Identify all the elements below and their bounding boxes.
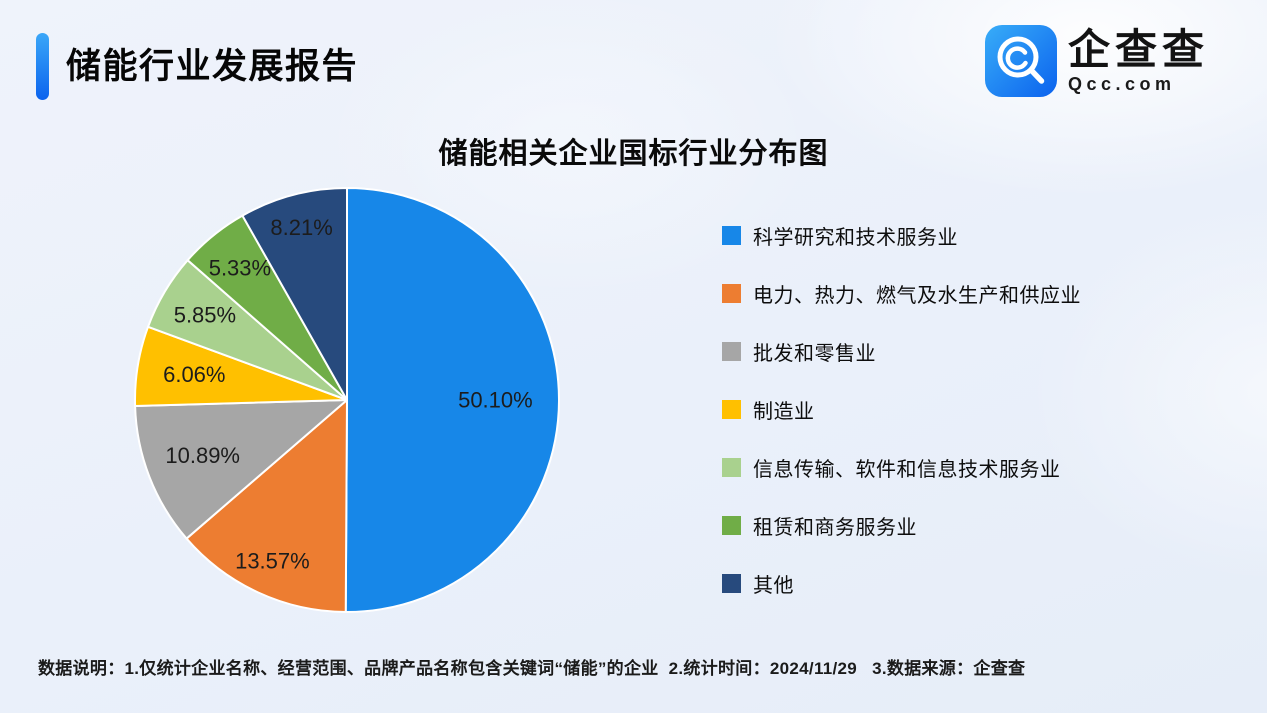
qcc-logo: 企查查 Qcc.com [985, 25, 1209, 97]
legend-label: 其他 [753, 574, 794, 597]
legend-label: 电力、热力、燃气及水生产和供应业 [753, 284, 1081, 307]
legend-label: 制造业 [753, 400, 815, 423]
legend-label: 批发和零售业 [753, 342, 876, 365]
pie-slice-2[interactable] [185, 399, 348, 613]
qcc-logo-text: 企查查 Qcc.com [1068, 26, 1210, 94]
pie-slice-label-2: 13.57% [235, 549, 310, 574]
legend-swatch [722, 515, 741, 535]
legend-label: 科学研究和技术服务业 [753, 226, 958, 249]
legend-swatch [722, 341, 741, 361]
legend-item-5[interactable]: 信息传输、软件和信息技术服务业 [722, 456, 1081, 481]
chart-title: 储能相关企业国标行业分布图 [438, 138, 829, 170]
legend-label: 租赁和商务服务业 [753, 516, 917, 539]
legend-swatch [722, 573, 741, 593]
legend-swatch [722, 457, 741, 477]
pie-slice-label-5: 5.85% [174, 303, 236, 328]
legend-item-2[interactable]: 电力、热力、燃气及水生产和供应业 [722, 282, 1081, 307]
qcc-logo-icon [985, 25, 1057, 97]
pie-slice-label-1: 50.10% [458, 387, 533, 412]
pie-slice-3[interactable] [134, 399, 348, 540]
pie-slice-label-7: 8.21% [270, 215, 332, 240]
legend-item-4[interactable]: 制造业 [722, 398, 1081, 423]
qcc-brand-en: Qcc.com [1068, 74, 1176, 94]
legend: 科学研究和技术服务业电力、热力、燃气及水生产和供应业 批发和零售业 制造业信息传输、… [722, 224, 1081, 630]
footer-note: 数据说明：1.仅统计企业名称、经营范围、品牌产品名称包含关键词“储能”的企业 2… [38, 659, 1026, 678]
legend-swatch [722, 225, 741, 245]
legend-swatch [722, 283, 741, 303]
pie-slice-label-6: 5.33% [209, 256, 271, 281]
legend-item-7[interactable]: 其他 [722, 572, 1081, 597]
pie-slice-7[interactable] [241, 187, 348, 401]
pie-slice-1[interactable] [344, 187, 561, 613]
legend-item-6[interactable]: 租赁和商务服务业 [722, 514, 1081, 539]
pie-slice-label-3: 10.89% [165, 443, 240, 468]
legend-swatch [722, 399, 741, 419]
pie-chart: 50.10% 13.57% 10.89% 6.06% 5.85% 5.33% 8.21% [134, 187, 561, 613]
pie-slice-label-4: 6.06% [163, 362, 225, 387]
legend-label: 信息传输、软件和信息技术服务业 [753, 458, 1061, 481]
page-title: 储能行业发展报告 [66, 47, 359, 86]
legend-item-3[interactable]: 批发和零售业 [722, 340, 1081, 365]
legend-item-1[interactable]: 科学研究和技术服务业 [722, 224, 1081, 249]
qcc-brand-cn: 企查查 [1068, 26, 1210, 73]
title-accent-bar [36, 33, 49, 100]
